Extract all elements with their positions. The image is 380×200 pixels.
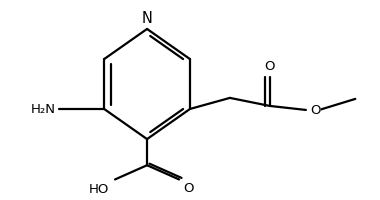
Text: O: O [310,104,321,117]
Text: O: O [264,59,275,72]
Text: O: O [183,182,193,194]
Text: HO: HO [89,183,109,195]
Text: H₂N: H₂N [30,103,55,116]
Text: N: N [142,11,152,25]
